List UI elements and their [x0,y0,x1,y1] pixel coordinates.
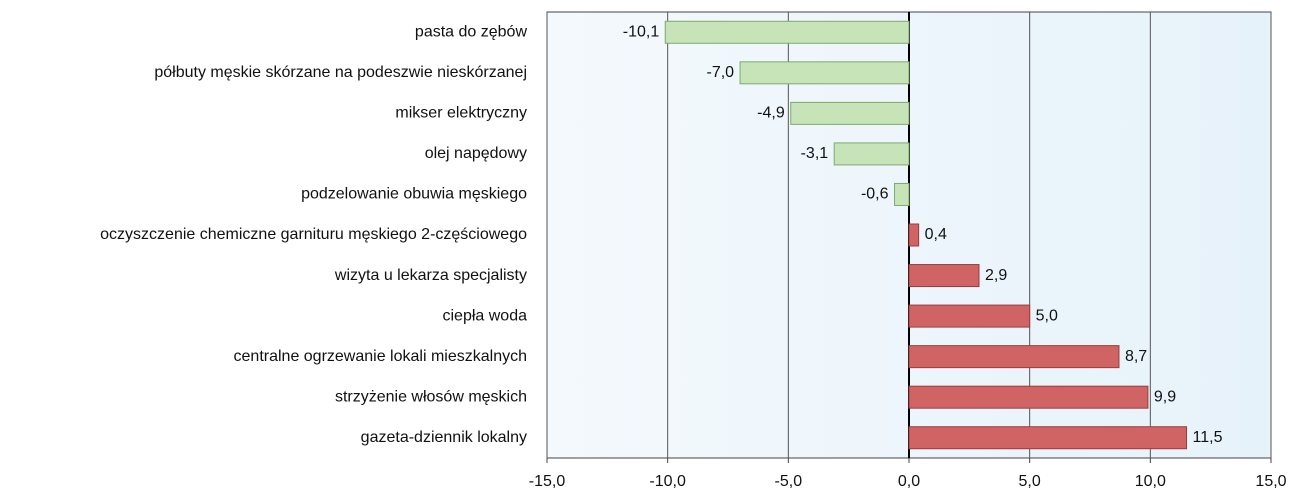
y-tick-label: mikser elektryczny [395,105,527,122]
value-label: 2,9 [985,267,1007,284]
y-tick-label: strzyżenie włosów męskich [335,388,527,405]
bar [908,223,920,247]
y-tick-label: podzelowanie obuwia męskiego [301,186,527,203]
value-label: -10,1 [623,23,660,40]
value-label: 0,4 [925,226,947,243]
y-tick-label: wizyta u lekarza specjalisty [334,267,527,284]
bar [908,304,1031,328]
value-label: 8,7 [1125,348,1147,365]
y-tick-label: pasta do zębów [415,23,528,40]
bar [908,264,980,288]
y-tick-label: olej napędowy [425,145,527,162]
value-label: 11,5 [1193,429,1223,446]
bar [739,61,910,85]
bar [664,20,910,44]
value-label: 9,9 [1154,388,1176,405]
y-tick-label: oczyszczenie chemiczne garnituru męskieg… [100,226,527,243]
y-tick-label: gazeta-dziennik lokalny [361,429,527,446]
y-tick-label: centralne ogrzewanie lokali mieszkalnych [234,348,527,365]
value-label: 5,0 [1036,307,1058,324]
y-tick-label: ciepła woda [443,307,528,324]
bar [908,345,1120,369]
x-tick-label: -10,0 [649,473,686,490]
value-label: -7,0 [706,64,734,81]
x-tick-label: 10,0 [1135,473,1166,490]
bar [790,101,910,125]
x-tick-label: -15,0 [529,473,566,490]
bar [908,426,1188,450]
x-tick-label: -5,0 [775,473,803,490]
value-label: -0,6 [861,186,889,203]
bar [833,142,910,166]
x-tick-label: 5,0 [1019,473,1041,490]
bar [908,385,1149,409]
x-tick-label: 0,0 [898,473,920,490]
value-label: -3,1 [801,145,829,162]
x-tick-label: 15,0 [1255,473,1286,490]
y-tick-label: półbuty męskie skórzane na podeszwie nie… [154,64,527,81]
bar [894,182,910,206]
value-label: -4,9 [757,105,785,122]
